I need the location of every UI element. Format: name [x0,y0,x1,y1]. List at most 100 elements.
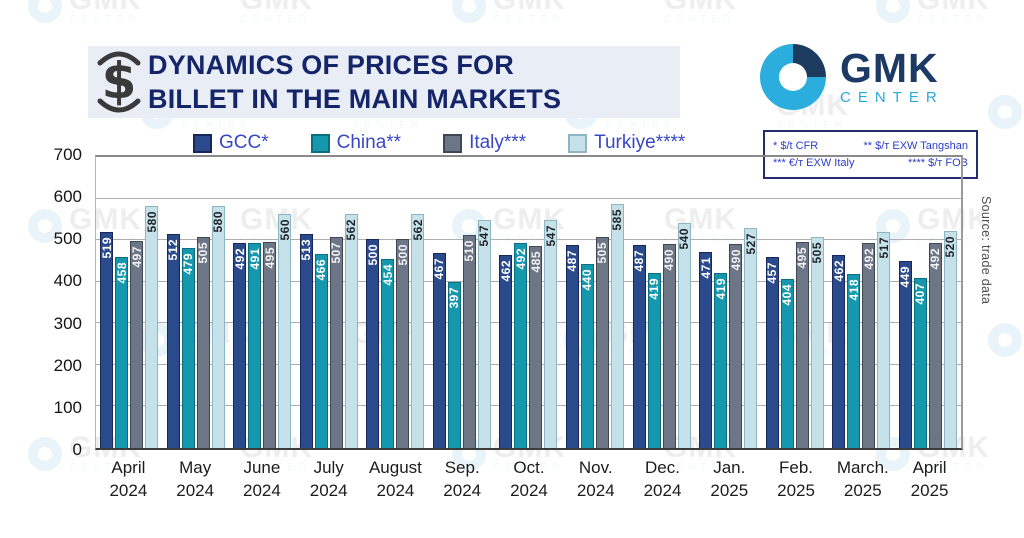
bar-value-label: 397 [447,287,462,309]
bar-value-label: 418 [846,279,861,301]
bar: 419 [647,273,662,448]
x-tick-label: Sep. 2024 [443,458,482,500]
bar-value-label: 497 [129,246,144,268]
bar: 500 [366,239,380,448]
bar-value-label: 457 [765,262,780,284]
bar: 457 [765,257,780,448]
bar: 462 [831,255,846,448]
bar-group: 487 440 505 585 [562,204,629,448]
footnote-item: * $/t CFR [773,139,819,152]
bar-value-label: 471 [698,257,713,279]
bar: 492 [513,243,528,448]
bar: 419 [713,273,728,448]
bar-value-label: 462 [498,260,513,282]
bar-value-label: 454 [380,264,395,286]
bar-value-label: 490 [662,249,677,271]
watermark-donut-icon [876,208,910,243]
bar: 487 [632,245,646,448]
bar-group: 519 458 497 580 [96,206,163,448]
bar-value-label: 466 [314,259,329,281]
watermark-donut-icon [988,94,1022,129]
watermark-donut-icon [876,436,910,471]
y-axis: 0 100 200 300 400 500 600 700 [28,145,88,459]
gmk-logo-donut-icon [760,44,826,110]
bar: 397 [447,282,462,448]
bar-value-label: 492 [513,248,528,270]
legend-item: Turkiye**** [568,132,685,154]
bar-value-label: 562 [344,219,359,241]
bar-value-label: 560 [277,219,292,241]
bar: 490 [662,244,677,448]
x-tick-label: May 2024 [176,458,215,500]
gmk-logo: GMK CENTER [760,44,944,110]
footnote-item: ** $/т EXW Tangshan [863,139,968,152]
bar: 471 [698,252,713,448]
bar-value-label: 462 [831,260,846,282]
bar-value-label: 419 [647,278,662,300]
bar-group: 513 466 507 562 [296,214,363,448]
legend-item: China** [310,132,401,154]
title-banner: $ DYNAMICS OF PRICES FOR BILLET IN THE M… [88,46,680,118]
bar: 517 [877,232,891,448]
bar: 505 [595,237,610,448]
watermark-donut-icon [988,322,1022,357]
bar: 580 [145,206,159,448]
bar: 585 [610,204,625,448]
legend-swatch-icon [568,133,588,153]
bar-value-label: 505 [595,242,610,264]
bar-value-label: 419 [713,278,728,300]
bar-value-label: 580 [211,211,226,233]
legend-label: Italy*** [469,132,527,153]
bar-group: 457 404 495 505 [761,237,828,448]
bar-value-label: 490 [728,249,743,271]
bar-value-label: 479 [181,253,196,275]
bar-value-label: 492 [861,248,876,270]
bar-value-label: 485 [528,251,543,273]
bar: 540 [677,223,691,448]
bar-value-label: 487 [565,250,580,272]
bar: 479 [181,248,196,448]
bar: 500 [395,239,410,448]
bar-value-label: 458 [114,262,129,284]
x-tick-label: Dec. 2024 [643,458,682,500]
bar: 495 [795,242,809,448]
x-tick-label: Nov. 2024 [576,458,615,500]
bar-value-label: 449 [898,266,913,288]
bar-value-label: 505 [810,242,825,264]
bar-group: 462 418 492 517 [828,232,895,448]
bar-value-label: 562 [410,219,425,241]
page-title-line2: BILLET IN THE MAIN MARKETS [148,84,562,114]
dollar-icon: $ [97,51,141,113]
bar: 495 [263,242,277,448]
y-tick-label: 400 [53,271,82,291]
watermark-donut-icon [28,436,62,471]
bar: 512 [166,234,180,448]
gridline [96,363,961,365]
gridline [96,197,961,199]
x-tick-label: Oct. 2024 [510,458,548,500]
y-tick-label: 700 [53,145,82,164]
bar-value-label: 491 [247,248,262,270]
gmk-logo-subtitle: CENTER [840,89,944,106]
bar: 547 [544,220,558,448]
bar-group: 487 419 490 540 [628,223,695,448]
bar-value-label: 407 [913,283,928,305]
bar-value-label: 585 [610,209,625,231]
bar: 407 [913,278,928,448]
bar: 520 [943,231,957,448]
legend-label: Turkiye**** [594,132,686,153]
bar-value-label: 527 [743,233,758,255]
x-axis: April 2024 May 2024 June 2024 July 2024 August 20… [95,456,963,502]
bar-value-label: 500 [395,244,410,266]
gridline [96,239,961,241]
x-tick-label: April 2025 [910,458,949,500]
x-tick-label: July 2024 [309,458,348,500]
bar: 418 [846,274,861,448]
bar: 492 [233,243,247,448]
bar: 440 [580,264,594,448]
bar: 466 [314,254,329,448]
